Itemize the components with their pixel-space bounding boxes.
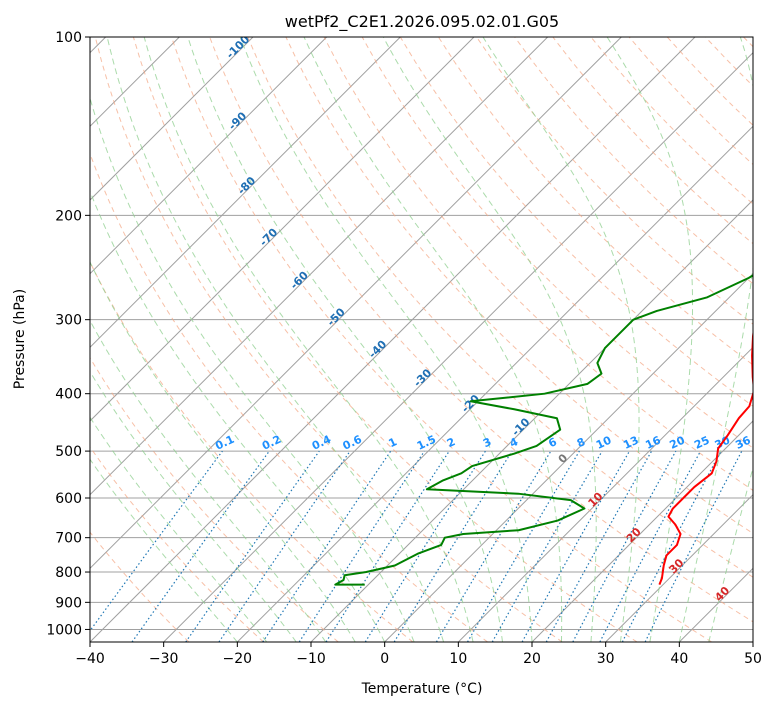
mixing-ratio-label: 16	[643, 433, 663, 451]
mixing-ratio-line	[185, 450, 320, 642]
y-tick-label: 500	[55, 444, 82, 460]
mixing-ratio-line	[572, 450, 677, 642]
dry-adiabat	[90, 152, 488, 642]
mixing-ratio-label: 13	[621, 434, 640, 452]
mixing-ratio-label: 10	[594, 433, 614, 451]
x-tick-label: −10	[296, 651, 326, 667]
mixing-ratio-line	[90, 450, 223, 632]
isotherm-line	[90, 37, 401, 349]
isotherm-line	[90, 37, 549, 496]
isotherm-line	[90, 37, 622, 570]
moist-adiabat	[90, 370, 297, 642]
dry-adiabat	[90, 531, 190, 642]
moist-adiabat	[90, 319, 327, 642]
moist-adiabat	[678, 37, 753, 642]
isotherm-line	[163, 51, 753, 642]
plot-frame	[89, 36, 754, 643]
moist-adiabat	[90, 458, 238, 642]
moist-adiabat	[708, 465, 753, 642]
isotherm-line	[90, 37, 696, 642]
mixing-ratio-label: 36	[733, 433, 753, 451]
y-tick-label: 600	[55, 491, 82, 507]
dry-adiabat	[90, 356, 339, 642]
x-tick-label: 40	[670, 651, 688, 667]
mixing-ratio-label: 25	[692, 434, 711, 452]
isotherm-line	[90, 37, 254, 201]
y-tick-label: 800	[55, 565, 82, 581]
mixing-ratio-line	[131, 450, 270, 642]
isotherm-line	[236, 125, 753, 642]
moist-adiabat	[239, 37, 533, 642]
y-tick-label: 400	[55, 387, 82, 403]
mixing-ratio-line	[545, 450, 653, 642]
mixing-ratio-line	[298, 450, 425, 642]
dry-adiabat	[514, 37, 753, 285]
dry-adiabat	[399, 37, 753, 407]
x-tick-label: 50	[744, 651, 762, 667]
plot-area: 0.1 0.2 0.4 0.6 1 1.5 2 3 4 6 8 10 13 16 20 25 30 36-100-…	[90, 37, 753, 642]
dry-adiabat	[171, 37, 713, 642]
dry-adiabat	[132, 37, 638, 642]
x-tick-label: 20	[523, 651, 541, 667]
moist-adiabat	[143, 37, 474, 642]
isotherm-line	[90, 37, 328, 275]
moist-adiabat	[90, 260, 356, 642]
isotherm-line	[457, 346, 753, 642]
mixing-ratio-line	[393, 450, 513, 642]
y-tick-label: 300	[55, 313, 82, 329]
moist-adiabat	[482, 37, 640, 642]
moist-adiabat	[187, 37, 504, 642]
dry-adiabat	[361, 37, 753, 449]
y-tick-label: 700	[55, 531, 82, 547]
x-tick-label: 10	[449, 651, 467, 667]
isotherm-line	[531, 420, 753, 642]
mixing-ratio-label: 20	[668, 433, 688, 451]
dewpoint-profile	[334, 274, 753, 586]
isotherm-line	[384, 272, 753, 642]
dry-adiabat	[94, 37, 563, 642]
dry-adiabat	[90, 446, 264, 642]
x-tick-label: 30	[597, 651, 615, 667]
axes: −40 −30 −20 −10 0 10 20 30 40 50 100 200 300 400 500 60…	[46, 30, 762, 667]
y-axis-label: Pressure (hPa)	[12, 289, 28, 389]
dry-adiabat	[247, 37, 753, 578]
moist-adiabat	[90, 96, 415, 642]
moist-adiabat	[606, 37, 694, 642]
y-tick-label: 100	[55, 30, 82, 46]
moist-adiabat	[303, 37, 563, 642]
y-tick-label: 200	[55, 208, 82, 224]
moist-adiabat	[90, 416, 268, 642]
mixing-ratio-line	[521, 450, 631, 642]
moist-adiabat	[106, 37, 445, 642]
mixing-ratio-line	[218, 450, 351, 642]
y-tick-label: 900	[55, 595, 82, 611]
mixing-ratio-line	[325, 450, 450, 642]
isotherm-line	[90, 37, 475, 422]
x-tick-label: 0	[380, 651, 389, 667]
x-tick-label: −40	[75, 651, 105, 667]
moist-adiabat	[90, 189, 386, 642]
x-tick-label: −20	[223, 651, 253, 667]
isotherm-line	[605, 493, 753, 642]
moist-adiabat	[382, 37, 597, 642]
x-axis-label: Temperature (°C)	[361, 681, 483, 697]
mixing-ratio-line	[644, 450, 743, 642]
x-tick-label: −30	[149, 651, 179, 667]
temperature-profile	[658, 328, 753, 585]
y-tick-label: 1000	[46, 622, 82, 638]
dry-adiabat	[209, 37, 753, 623]
mixing-ratio-line	[262, 450, 392, 642]
chart-title: wetPf2_C2E1.2026.095.02.01.G05	[285, 12, 559, 32]
